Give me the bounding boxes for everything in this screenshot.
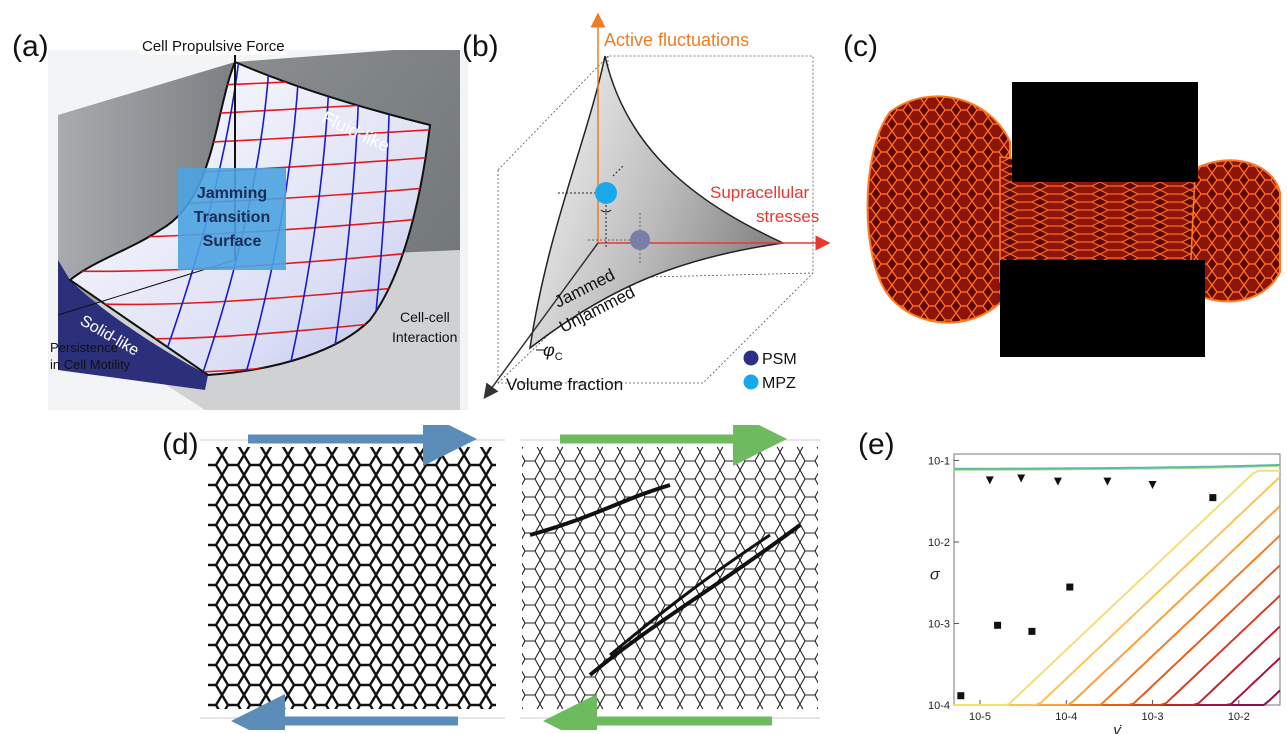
y-tick-label: 10-1 bbox=[928, 455, 950, 467]
panel-c-tissue-image bbox=[860, 82, 1287, 357]
triangle-marker bbox=[1103, 477, 1112, 486]
panel-d-vertex-models bbox=[200, 425, 820, 730]
panel-b-diagram: Jammed Unjammed φC Active fluctuations S… bbox=[483, 12, 831, 400]
panel-e-chart: 10-4 10-3 10-2 10-1 10-5 10-4 10-3 10-2 σ γ̇ bbox=[928, 453, 1281, 734]
y-tick-label: 10-2 bbox=[928, 537, 950, 549]
axis-top-a: Cell Propulsive Force bbox=[140, 38, 287, 55]
axis-supracellular-1: Supracellular bbox=[710, 183, 810, 202]
square-marker bbox=[1028, 627, 1036, 635]
axis-cellcell-1: Cell-cell bbox=[400, 309, 450, 325]
square-marker bbox=[957, 692, 965, 700]
axis-persistence-1: Persistence bbox=[50, 340, 118, 355]
series-line bbox=[954, 469, 1280, 706]
x-tick-label: 10-4 bbox=[1055, 711, 1077, 723]
panel-c-label: (c) bbox=[843, 30, 878, 63]
x-tick-label: 10-5 bbox=[969, 711, 991, 723]
y-axis-label: σ bbox=[930, 567, 941, 584]
square-marker bbox=[1066, 583, 1074, 591]
square-marker bbox=[994, 621, 1002, 629]
triangle-marker bbox=[1148, 480, 1157, 489]
legend-mpz-dot bbox=[743, 374, 759, 390]
triangle-marker bbox=[1053, 477, 1062, 486]
x-tick-label: 10-3 bbox=[1142, 711, 1164, 723]
panel-e-label: (e) bbox=[858, 428, 895, 461]
axis-persistence-2: in Cell Motility bbox=[50, 357, 131, 372]
legend-mpz-label: MPZ bbox=[762, 375, 796, 392]
phi-c-label: φC bbox=[543, 340, 563, 363]
axis-active-fluctuations: Active fluctuations bbox=[604, 30, 749, 50]
x-axis-label: γ̇ bbox=[1113, 722, 1122, 734]
y-tick-label: 10-3 bbox=[928, 618, 950, 630]
legend-psm-label: PSM bbox=[762, 351, 797, 368]
panel-d-label: (d) bbox=[162, 428, 199, 461]
triangle-marker bbox=[985, 476, 994, 485]
panel-a-jamming-diagram: Jamming Transition Surface Fluid-like So… bbox=[48, 50, 468, 410]
square-marker bbox=[1209, 494, 1217, 502]
x-tick-label: 10-2 bbox=[1228, 711, 1250, 723]
surface-label-2: Transition bbox=[194, 209, 270, 226]
legend-psm-dot bbox=[743, 350, 759, 366]
surface-label-3: Surface bbox=[203, 233, 262, 250]
panel-b-label: (b) bbox=[462, 30, 499, 63]
y-tick-label: 10-4 bbox=[928, 700, 950, 712]
surface-label-1: Jamming bbox=[197, 185, 267, 202]
axis-volume-fraction: Volume fraction bbox=[506, 375, 623, 394]
series-line bbox=[954, 463, 1281, 470]
plot-frame bbox=[953, 453, 1281, 706]
panel-a-label: (a) bbox=[12, 30, 49, 63]
axis-cellcell-2: Interaction bbox=[392, 329, 457, 345]
axis-supracellular-2: stresses bbox=[756, 207, 819, 226]
triangle-marker bbox=[1017, 474, 1026, 483]
